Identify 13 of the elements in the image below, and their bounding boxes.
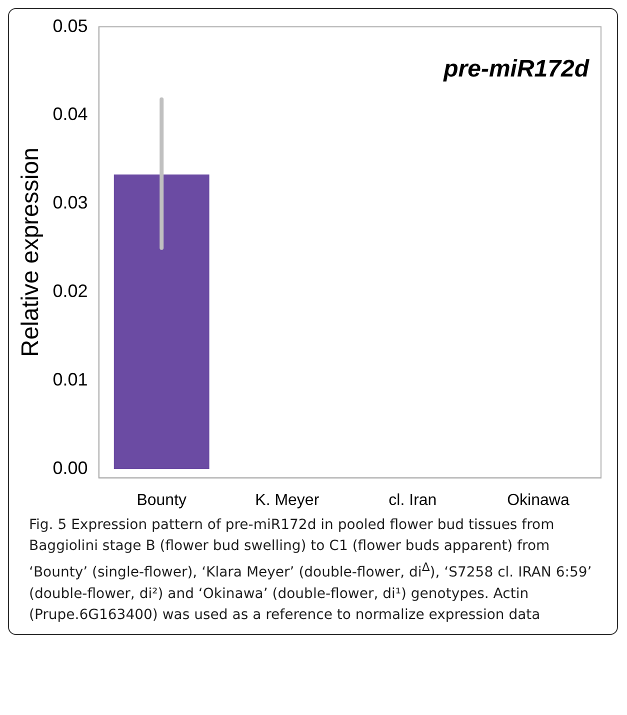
y-tick-label: 0.03 xyxy=(52,192,88,213)
y-tick-label: 0.01 xyxy=(52,369,88,390)
x-tick-label: cl. Iran xyxy=(388,492,437,509)
x-tick-label: Okinawa xyxy=(507,492,570,509)
y-axis-title: Relative expression xyxy=(17,148,44,358)
y-tick-label: 0.00 xyxy=(52,458,88,478)
text: pre-miR172d xyxy=(442,55,590,82)
y-tick-label: 0.04 xyxy=(52,104,88,124)
x-tick-label: K. Meyer xyxy=(255,492,320,509)
caption: Fig. 5 Expression pattern of pre-miR172d in pooled flower bud tissues from Baggiolini stage B (flower bud swelling) to C1 (flower buds apparent) from ‘Bounty’ (single-flower), ‘Klara Meyer’ (double-flower, di$^{Δ}$), ‘S7258 cl. IRAN 6:59’ (double-flower, di²) and ‘Okinawa’ (double-flower, di¹) genotypes. Actin (Prupe.6G163400) was used as a reference to normalize expression data xyxy=(28,516,593,625)
y-tick-label: 0.02 xyxy=(52,281,88,302)
y-tick-label: 0.05 xyxy=(52,16,88,36)
x-tick-label: Bounty xyxy=(136,492,187,509)
